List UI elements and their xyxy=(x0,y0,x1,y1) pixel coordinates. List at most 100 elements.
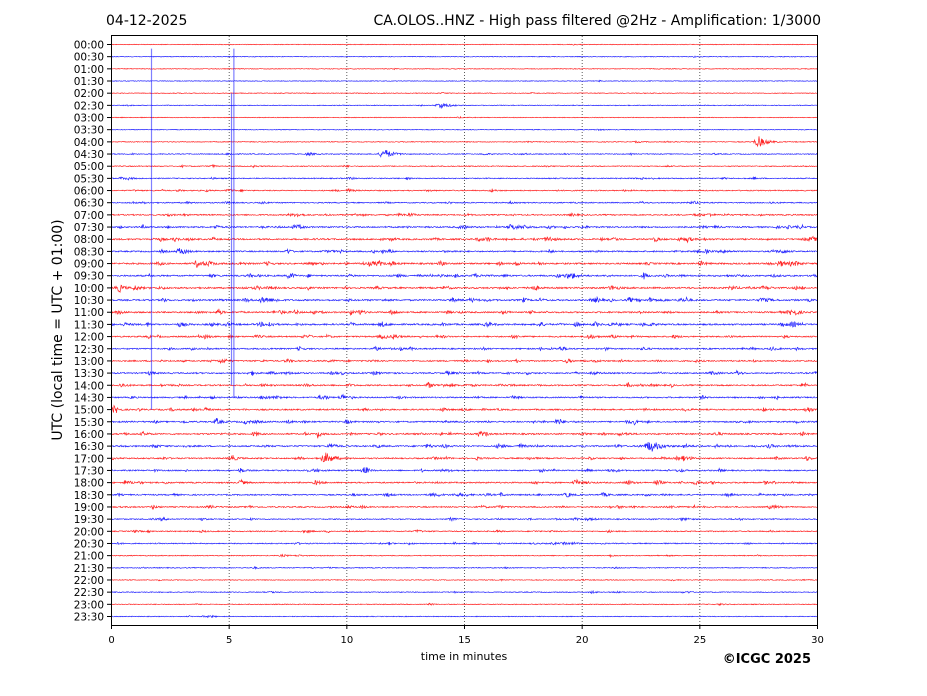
trace-1330 xyxy=(111,369,818,377)
y-tick-label: 01:00 xyxy=(74,64,104,76)
trace-0930 xyxy=(111,272,818,280)
trace-0200 xyxy=(111,92,818,95)
seismic-traces xyxy=(111,43,818,619)
trace-1630 xyxy=(111,441,818,452)
y-tick-label: 00:00 xyxy=(74,40,104,52)
trace-2100 xyxy=(111,553,818,559)
y-tick-label: 06:30 xyxy=(74,198,104,210)
trace-1500 xyxy=(111,404,818,414)
trace-0330 xyxy=(111,128,818,132)
y-tick-label: 13:00 xyxy=(74,356,104,368)
y-tick-label: 20:00 xyxy=(74,526,104,538)
copyright: ©ICGC 2025 xyxy=(723,652,811,667)
y-tick-label: 09:00 xyxy=(74,259,104,271)
y-tick-label: 01:30 xyxy=(74,76,104,88)
y-tick-label: 12:00 xyxy=(74,332,104,344)
trace-2300 xyxy=(111,602,818,607)
trace-0900 xyxy=(111,259,818,268)
y-tick-labels: 00:0000:3001:0001:3002:0002:3003:0003:30… xyxy=(74,40,112,623)
trace-0700 xyxy=(111,212,818,218)
trace-0400 xyxy=(111,136,818,148)
y-tick-label: 22:30 xyxy=(74,587,104,599)
trace-1030 xyxy=(111,295,818,304)
trace-0230 xyxy=(111,102,818,109)
y-tick-label: 22:00 xyxy=(74,575,104,587)
trace-1600 xyxy=(111,430,818,439)
trace-1400 xyxy=(111,381,818,389)
trace-2200 xyxy=(111,578,818,582)
y-tick-label: 23:00 xyxy=(74,599,104,611)
trace-0630 xyxy=(111,200,818,205)
y-tick-label: 18:00 xyxy=(74,478,104,490)
trace-2330 xyxy=(111,614,818,619)
y-tick-label: 19:30 xyxy=(74,514,104,526)
y-tick-label: 07:00 xyxy=(74,210,104,222)
trace-1100 xyxy=(111,308,818,317)
y-tick-label: 03:30 xyxy=(74,125,104,137)
trace-1200 xyxy=(111,333,818,340)
trace-1730 xyxy=(111,467,818,474)
trace-1130 xyxy=(111,320,818,328)
x-tick-labels: 0 5 10 15 20 25 30 xyxy=(108,625,824,646)
y-tick-label: 08:00 xyxy=(74,234,104,246)
trace-1830 xyxy=(111,491,818,498)
y-tick-label: 11:00 xyxy=(74,307,104,319)
y-axis-label: UTC (local time = UTC + 01:00) xyxy=(50,219,66,440)
y-tick-label: 17:00 xyxy=(74,453,104,465)
y-tick-label: 05:30 xyxy=(74,173,104,185)
y-tick-label: 10:30 xyxy=(74,295,104,307)
y-tick-label: 04:00 xyxy=(74,137,104,149)
y-tick-label: 04:30 xyxy=(74,149,104,161)
y-tick-label: 06:00 xyxy=(74,186,104,198)
x-tick-label: 15 xyxy=(458,635,471,646)
trace-2000 xyxy=(111,529,818,534)
x-tick-label: 30 xyxy=(811,635,824,646)
y-tick-label: 21:00 xyxy=(74,551,104,563)
y-tick-label: 14:30 xyxy=(74,392,104,404)
y-tick-label: 02:30 xyxy=(74,100,104,112)
trace-2230 xyxy=(111,589,818,595)
y-tick-label: 18:30 xyxy=(74,490,104,502)
y-tick-label: 20:30 xyxy=(74,538,104,550)
trace-1530 xyxy=(111,418,818,426)
trace-1430 xyxy=(111,393,818,401)
trace-0030 xyxy=(111,55,818,58)
y-tick-label: 09:30 xyxy=(74,271,104,283)
trace-0500 xyxy=(111,163,818,169)
trace-0430 xyxy=(111,150,818,158)
trace-0300 xyxy=(111,115,818,119)
y-tick-label: 16:00 xyxy=(74,429,104,441)
trace-0000 xyxy=(111,43,818,46)
x-tick-label: 25 xyxy=(693,635,706,646)
y-tick-label: 03:00 xyxy=(74,113,104,125)
trace-1930 xyxy=(111,516,818,522)
trace-0830 xyxy=(111,247,818,255)
y-tick-label: 00:30 xyxy=(74,52,104,64)
y-tick-label: 10:00 xyxy=(74,283,104,295)
y-tick-label: 21:30 xyxy=(74,563,104,575)
station-title: CA.OLOS..HNZ - High pass filtered @2Hz -… xyxy=(373,13,821,29)
x-tick-label: 10 xyxy=(340,635,353,646)
y-tick-label: 19:00 xyxy=(74,502,104,514)
y-tick-label: 17:30 xyxy=(74,465,104,477)
trace-2030 xyxy=(111,541,818,546)
trace-1000 xyxy=(111,284,818,293)
y-tick-label: 02:00 xyxy=(74,88,104,100)
trace-0800 xyxy=(111,235,818,244)
trace-1700 xyxy=(111,452,818,463)
trace-0600 xyxy=(111,187,818,193)
y-tick-label: 13:30 xyxy=(74,368,104,380)
trace-0530 xyxy=(111,175,818,181)
y-tick-label: 08:30 xyxy=(74,246,104,258)
x-tick-label: 0 xyxy=(108,635,114,646)
trace-1300 xyxy=(111,358,818,365)
trace-0730 xyxy=(111,223,818,231)
y-tick-label: 07:30 xyxy=(74,222,104,234)
y-tick-label: 14:00 xyxy=(74,380,104,392)
x-tick-label: 5 xyxy=(226,635,232,646)
y-tick-label: 15:30 xyxy=(74,417,104,429)
y-tick-label: 16:30 xyxy=(74,441,104,453)
trace-0130 xyxy=(111,79,818,83)
trace-1230 xyxy=(111,345,818,352)
